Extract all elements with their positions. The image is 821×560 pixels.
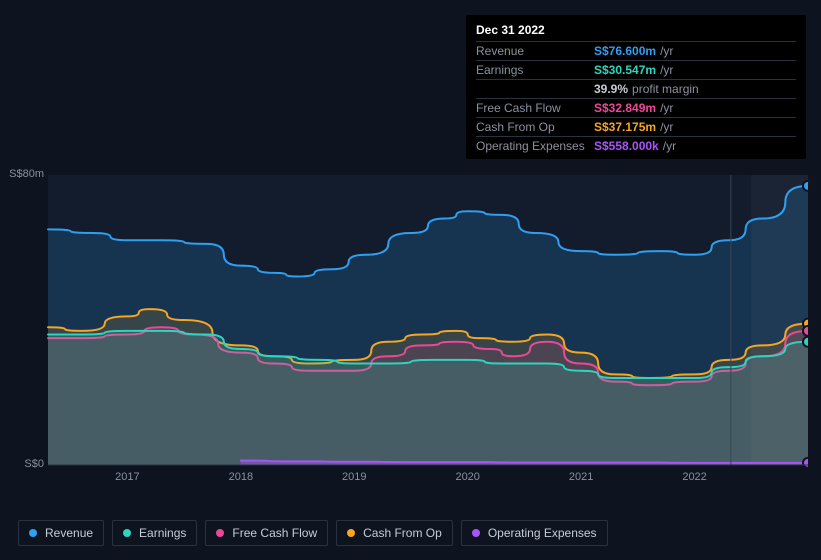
x-axis-label: 2019 — [342, 471, 366, 483]
tooltip-row-unit: /yr — [660, 120, 673, 134]
tooltip-row-value: S$37.175m — [594, 120, 656, 134]
tooltip-row: RevenueS$76.600m/yr — [476, 42, 796, 61]
chart-svg — [18, 160, 808, 490]
financials-chart: S$80mS$0 201720182019202020212022 — [18, 160, 808, 490]
legend-dot-icon — [472, 529, 480, 537]
tooltip-row-unit: /yr — [660, 101, 673, 115]
tooltip-row-label: Revenue — [476, 44, 594, 58]
x-axis-label: 2021 — [569, 471, 593, 483]
tooltip-row-unit: profit margin — [632, 82, 699, 96]
tooltip-date: Dec 31 2022 — [476, 21, 796, 42]
legend-label: Earnings — [139, 526, 186, 540]
tooltip-row-label: Earnings — [476, 63, 594, 77]
legend-label: Revenue — [45, 526, 93, 540]
tooltip-row: 39.9% profit margin — [476, 80, 796, 99]
tooltip-row-label: Free Cash Flow — [476, 101, 594, 115]
legend-label: Free Cash Flow — [232, 526, 317, 540]
tooltip-row-value: S$32.849m — [594, 101, 656, 115]
x-axis-label: 2022 — [682, 471, 706, 483]
tooltip-row-unit: /yr — [660, 44, 673, 58]
tooltip-row: EarningsS$30.547m/yr — [476, 61, 796, 80]
tooltip-row-unit: /yr — [663, 139, 676, 153]
y-axis-label: S$80m — [4, 168, 44, 180]
tooltip-row: Operating ExpensesS$558.000k/yr — [476, 137, 796, 155]
tooltip-row-value: 39.9% — [594, 82, 628, 96]
legend-item-operating_expenses[interactable]: Operating Expenses — [461, 520, 608, 546]
x-axis-label: 2018 — [229, 471, 253, 483]
tooltip-row-value: S$76.600m — [594, 44, 656, 58]
legend-item-revenue[interactable]: Revenue — [18, 520, 104, 546]
tooltip-row-value: S$30.547m — [594, 63, 656, 77]
legend-dot-icon — [216, 529, 224, 537]
tooltip-row-label: Cash From Op — [476, 120, 594, 134]
legend-dot-icon — [29, 529, 37, 537]
tooltip-row: Free Cash FlowS$32.849m/yr — [476, 99, 796, 118]
x-axis-label: 2017 — [115, 471, 139, 483]
tooltip-row-unit: /yr — [660, 63, 673, 77]
hover-tooltip: Dec 31 2022 RevenueS$76.600m/yrEarningsS… — [466, 15, 806, 159]
legend-dot-icon — [347, 529, 355, 537]
legend-item-cash_from_op[interactable]: Cash From Op — [336, 520, 453, 546]
legend-label: Operating Expenses — [488, 526, 597, 540]
legend-item-earnings[interactable]: Earnings — [112, 520, 197, 546]
legend-item-free_cash_flow[interactable]: Free Cash Flow — [205, 520, 328, 546]
tooltip-row: Cash From OpS$37.175m/yr — [476, 118, 796, 137]
legend-dot-icon — [123, 529, 131, 537]
tooltip-row-label: Operating Expenses — [476, 139, 594, 153]
x-axis-label: 2020 — [455, 471, 479, 483]
tooltip-row-value: S$558.000k — [594, 139, 659, 153]
legend-label: Cash From Op — [363, 526, 442, 540]
chart-legend: Revenue Earnings Free Cash Flow Cash From O… — [18, 520, 608, 546]
y-axis-label: S$0 — [4, 458, 44, 470]
